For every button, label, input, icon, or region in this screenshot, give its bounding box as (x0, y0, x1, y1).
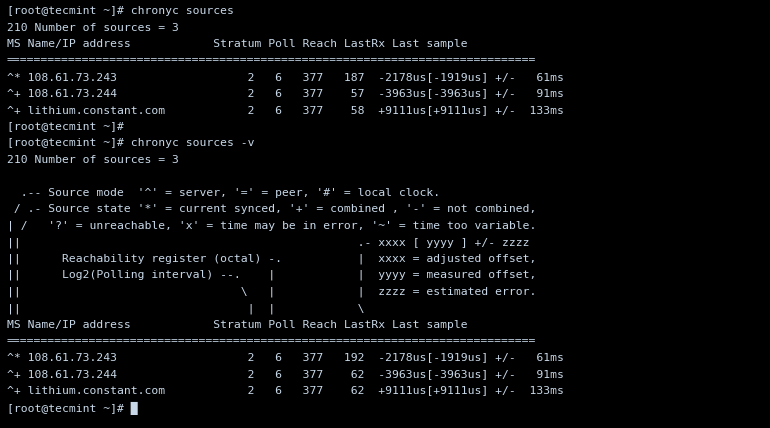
Text: ||      Reachability register (octal) -.           |  xxxx = adjusted offset,: || Reachability register (octal) -. | xx… (7, 253, 537, 264)
Text: | /   '?' = unreachable, 'x' = time may be in error, '~' = time too variable.: | / '?' = unreachable, 'x' = time may be… (7, 220, 537, 231)
Text: ^+ lithium.constant.com            2   6   377    58  +9111us[+9111us] +/-  133m: ^+ lithium.constant.com 2 6 377 58 +9111… (7, 105, 564, 115)
Text: .-- Source mode  '^' = server, '=' = peer, '#' = local clock.: .-- Source mode '^' = server, '=' = peer… (7, 187, 440, 197)
Text: =============================================================================: ========================================… (7, 56, 537, 65)
Text: ^* 108.61.73.243                   2   6   377   192  -2178us[-1919us] +/-   61m: ^* 108.61.73.243 2 6 377 192 -2178us[-19… (7, 353, 564, 363)
Text: [root@tecmint ~]# chronyc sources -v: [root@tecmint ~]# chronyc sources -v (7, 138, 255, 148)
Text: ^+ 108.61.73.244                   2   6   377    57  -3963us[-3963us] +/-   91m: ^+ 108.61.73.244 2 6 377 57 -3963us[-396… (7, 89, 564, 98)
Text: ^+ lithium.constant.com            2   6   377    62  +9111us[+9111us] +/-  133m: ^+ lithium.constant.com 2 6 377 62 +9111… (7, 386, 564, 395)
Text: / .- Source state '*' = current synced, '+' = combined , '-' = not combined,: / .- Source state '*' = current synced, … (7, 204, 537, 214)
Text: 210 Number of sources = 3: 210 Number of sources = 3 (7, 23, 179, 33)
Text: MS Name/IP address            Stratum Poll Reach LastRx Last sample: MS Name/IP address Stratum Poll Reach La… (7, 319, 467, 330)
Text: ||      Log2(Polling interval) --.    |            |  yyyy = measured offset,: || Log2(Polling interval) --. | | yyyy =… (7, 270, 537, 280)
Text: ||                                \   |            |  zzzz = estimated error.: || \ | | zzzz = estimated error. (7, 286, 537, 297)
Text: 210 Number of sources = 3: 210 Number of sources = 3 (7, 155, 179, 164)
Text: ^* 108.61.73.243                   2   6   377   187  -2178us[-1919us] +/-   61m: ^* 108.61.73.243 2 6 377 187 -2178us[-19… (7, 72, 564, 82)
Text: ^+ 108.61.73.244                   2   6   377    62  -3963us[-3963us] +/-   91m: ^+ 108.61.73.244 2 6 377 62 -3963us[-396… (7, 369, 564, 379)
Text: [root@tecmint ~]#: [root@tecmint ~]# (7, 122, 124, 131)
Text: ||                                 |  |            \: || | | \ (7, 303, 364, 313)
Text: ||                                                 .- xxxx [ yyyy ] +/- zzzz: || .- xxxx [ yyyy ] +/- zzzz (7, 237, 530, 247)
Text: [root@tecmint ~]# chronyc sources: [root@tecmint ~]# chronyc sources (7, 6, 234, 16)
Text: =============================================================================: ========================================… (7, 336, 537, 346)
Text: [root@tecmint ~]# █: [root@tecmint ~]# █ (7, 402, 138, 415)
Text: MS Name/IP address            Stratum Poll Reach LastRx Last sample: MS Name/IP address Stratum Poll Reach La… (7, 39, 467, 49)
